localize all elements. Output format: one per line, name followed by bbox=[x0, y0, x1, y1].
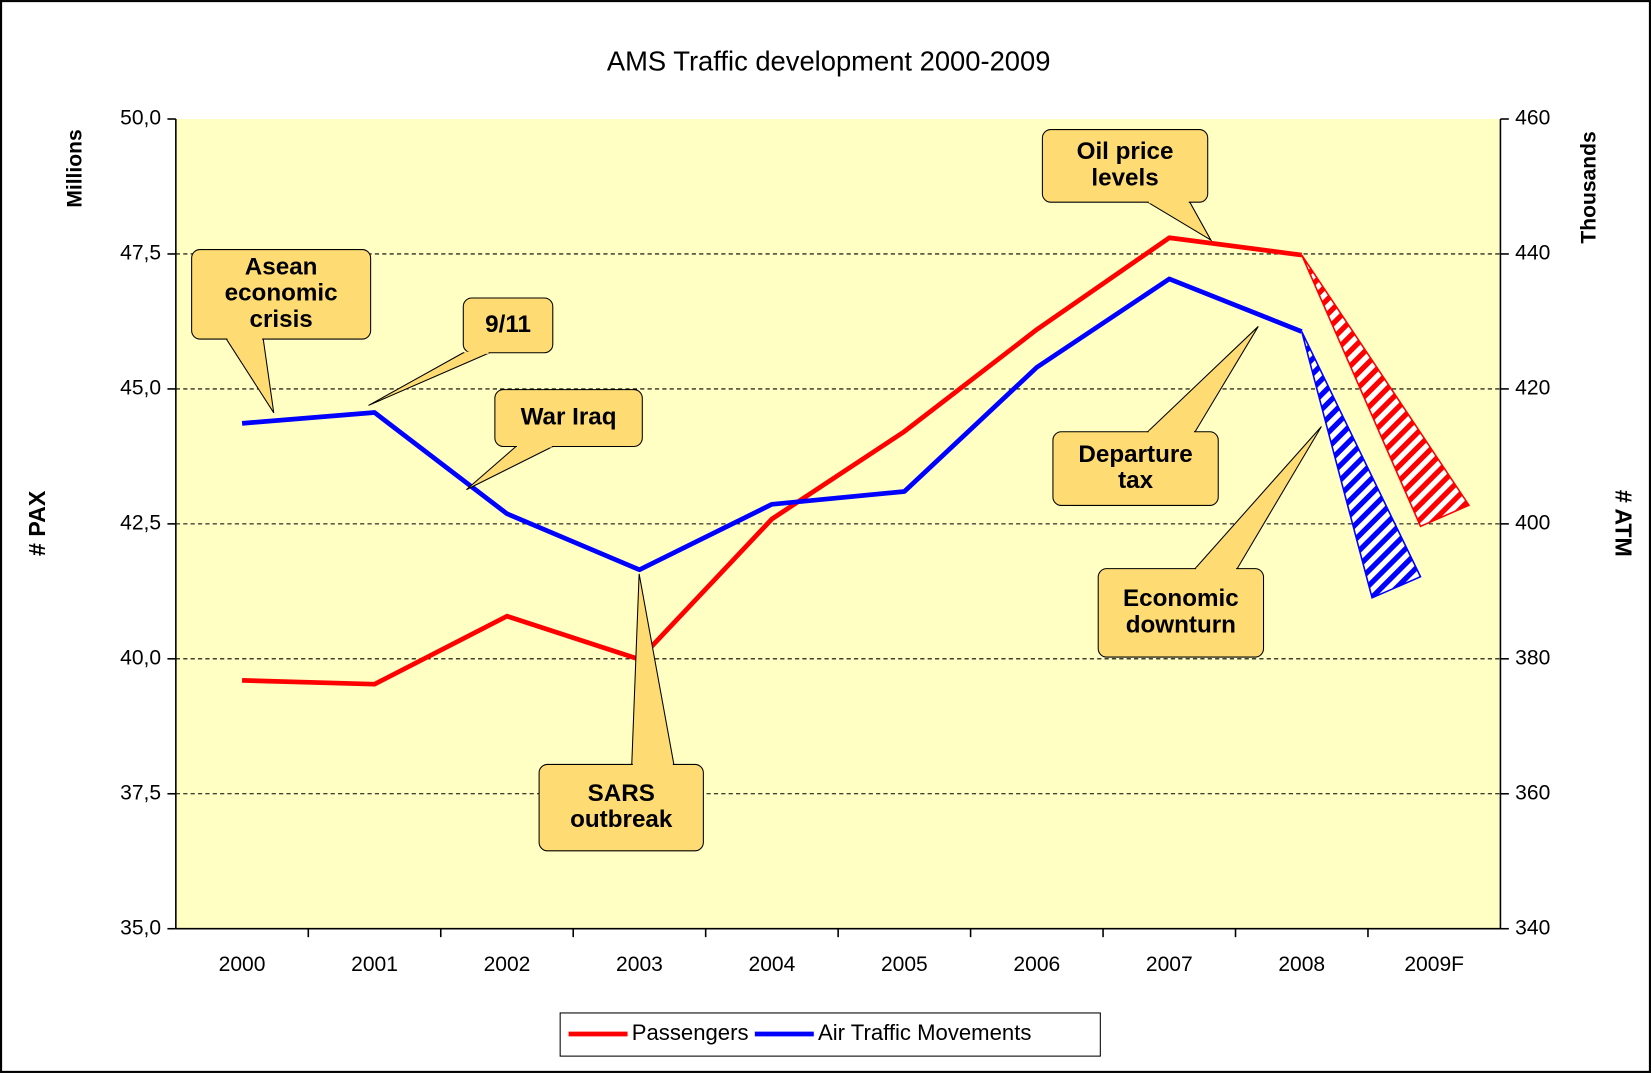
callout: War Iraq bbox=[466, 389, 643, 491]
x-tick-label: 2002 bbox=[484, 953, 531, 976]
y-tick-label: 47,5 bbox=[120, 242, 161, 265]
chart-title: AMS Traffic development 2000-2009 bbox=[607, 45, 1051, 76]
y2-tick-label: 360 bbox=[1515, 781, 1550, 804]
legend-box bbox=[559, 1012, 1101, 1057]
forecast-wedge bbox=[1301, 254, 1471, 528]
callout-text: Oil price bbox=[1077, 138, 1174, 165]
callout-box bbox=[1052, 431, 1219, 506]
y-tick-label: 37,5 bbox=[120, 781, 161, 804]
callout-text: downturn bbox=[1126, 611, 1236, 638]
callout-box bbox=[1097, 568, 1265, 658]
callout-text: economic bbox=[225, 280, 338, 307]
callout-text: levels bbox=[1091, 164, 1158, 191]
legend-label: Air Traffic Movements bbox=[818, 1020, 1031, 1045]
callout-box bbox=[538, 763, 704, 852]
x-tick-label: 2004 bbox=[748, 953, 795, 976]
y-tick-label: 40,0 bbox=[120, 646, 161, 669]
x-tick-label: 2007 bbox=[1146, 953, 1193, 976]
y2-axis-unit: Thousands bbox=[1577, 131, 1600, 243]
x-tick-label: 2000 bbox=[219, 953, 266, 976]
callout-text: Economic bbox=[1123, 585, 1239, 612]
x-tick-label: 2006 bbox=[1013, 953, 1060, 976]
callout-text: SARS bbox=[588, 780, 655, 807]
y2-axis-label: # ATM bbox=[1610, 490, 1636, 557]
forecast-wedge bbox=[1300, 331, 1422, 599]
y-tick-label: 50,0 bbox=[120, 107, 161, 130]
legend-label: Passengers bbox=[632, 1020, 749, 1045]
x-tick-label: 2001 bbox=[351, 953, 398, 976]
callout-box bbox=[191, 249, 372, 340]
y-tick-label: 42,5 bbox=[120, 511, 161, 534]
y2-tick-label: 440 bbox=[1515, 242, 1550, 265]
callout-box bbox=[494, 389, 643, 448]
y2-tick-label: 420 bbox=[1515, 376, 1550, 399]
y2-tick-label: 340 bbox=[1515, 916, 1550, 939]
y2-tick-label: 380 bbox=[1515, 646, 1550, 669]
line-series bbox=[241, 276, 1303, 573]
y-axis-unit: Millions bbox=[63, 129, 86, 207]
callout-text: outbreak bbox=[570, 806, 673, 833]
y-tick-label: 45,0 bbox=[120, 376, 161, 399]
callout-box bbox=[1041, 129, 1209, 203]
x-tick-label: 2009F bbox=[1404, 953, 1464, 976]
y-tick-label: 35,0 bbox=[120, 916, 161, 939]
callout-text: Departure bbox=[1078, 441, 1192, 468]
callout-text: Asean bbox=[245, 253, 318, 280]
plot-area bbox=[175, 119, 1501, 929]
callout-text: War Iraq bbox=[521, 403, 617, 430]
callout-text: tax bbox=[1118, 467, 1154, 494]
callout-box bbox=[462, 297, 554, 354]
y2-tick-label: 460 bbox=[1515, 107, 1550, 130]
callout-text: 9/11 bbox=[485, 311, 531, 338]
y-axis-label: # PAX bbox=[24, 490, 50, 556]
callout: 9/11 bbox=[368, 297, 554, 406]
line-series bbox=[242, 235, 1303, 687]
x-tick-label: 2003 bbox=[616, 953, 663, 976]
y2-tick-label: 400 bbox=[1515, 511, 1550, 534]
callout-text: crisis bbox=[250, 306, 313, 333]
x-tick-label: 2005 bbox=[881, 953, 928, 976]
x-tick-label: 2008 bbox=[1278, 953, 1325, 976]
